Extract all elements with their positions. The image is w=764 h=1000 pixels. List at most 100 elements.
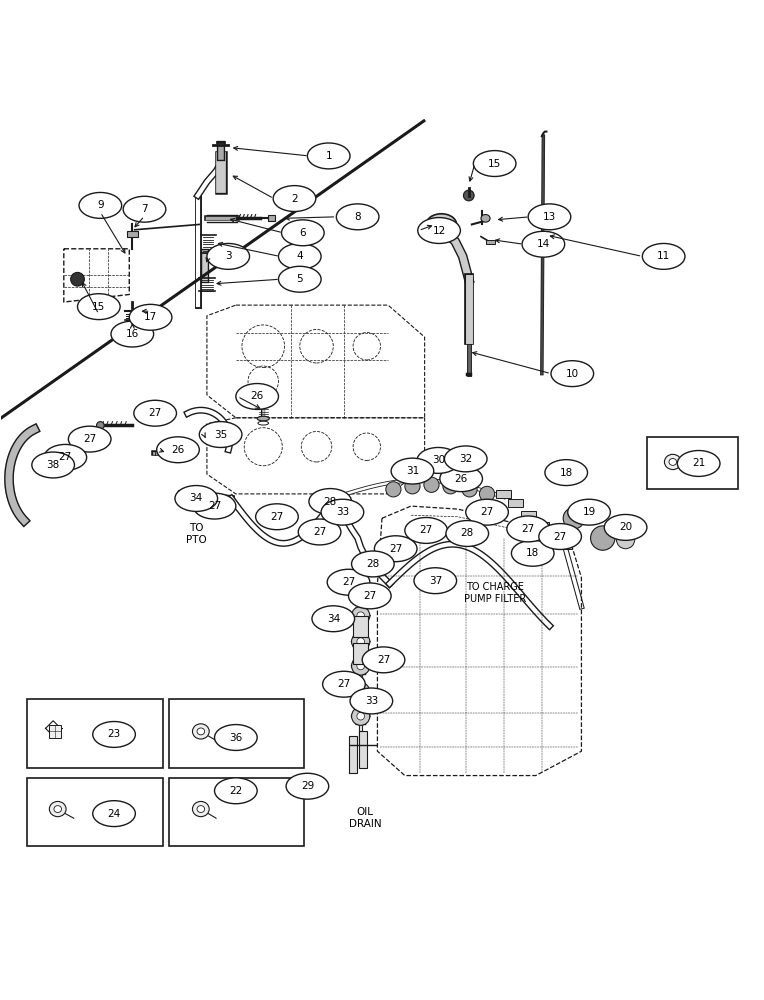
Ellipse shape (44, 444, 86, 470)
Text: 27: 27 (419, 525, 432, 535)
Bar (28, 699, 163, 768)
Text: 32: 32 (459, 454, 472, 464)
Bar (359, 731, 367, 768)
Ellipse shape (466, 499, 508, 525)
Circle shape (617, 530, 635, 549)
Ellipse shape (545, 460, 588, 486)
Ellipse shape (197, 806, 205, 812)
Text: 38: 38 (47, 460, 60, 470)
Text: 14: 14 (537, 239, 550, 249)
Ellipse shape (281, 220, 324, 246)
Text: 4: 4 (296, 251, 303, 261)
Text: 12: 12 (432, 226, 445, 236)
Text: 22: 22 (229, 786, 242, 796)
Ellipse shape (50, 801, 66, 817)
Text: 27: 27 (363, 591, 377, 601)
Ellipse shape (321, 499, 364, 525)
Ellipse shape (92, 722, 135, 747)
Text: 33: 33 (364, 696, 378, 706)
Ellipse shape (464, 190, 474, 201)
Bar (169, 778, 304, 846)
Text: 27: 27 (522, 524, 535, 534)
Text: 28: 28 (366, 559, 380, 569)
Bar (507, 499, 523, 507)
Circle shape (357, 612, 364, 620)
Text: 27: 27 (59, 452, 72, 462)
Ellipse shape (528, 204, 571, 230)
Text: 27: 27 (83, 434, 96, 444)
Ellipse shape (350, 688, 393, 714)
Bar (496, 490, 511, 498)
Bar (127, 231, 138, 237)
Ellipse shape (604, 514, 647, 540)
Text: 20: 20 (619, 522, 632, 532)
Ellipse shape (257, 416, 270, 421)
Ellipse shape (54, 806, 62, 812)
Text: 30: 30 (432, 455, 445, 465)
Circle shape (563, 508, 584, 529)
Ellipse shape (445, 446, 487, 472)
Circle shape (386, 482, 401, 497)
Ellipse shape (193, 724, 209, 739)
Circle shape (357, 588, 364, 595)
Circle shape (462, 482, 478, 497)
Bar (49, 725, 61, 738)
Text: TO
PTO: TO PTO (186, 523, 206, 545)
Text: 27: 27 (389, 544, 403, 554)
Ellipse shape (182, 492, 193, 499)
Bar (546, 533, 562, 540)
Ellipse shape (418, 218, 461, 243)
Ellipse shape (96, 422, 104, 429)
Bar (534, 522, 549, 530)
Ellipse shape (193, 801, 209, 817)
Text: 15: 15 (92, 302, 105, 312)
Ellipse shape (440, 466, 483, 492)
Ellipse shape (258, 421, 269, 425)
Text: 7: 7 (141, 204, 147, 214)
Text: 31: 31 (406, 466, 419, 476)
Text: 11: 11 (657, 251, 670, 261)
Circle shape (351, 707, 370, 725)
Text: 34: 34 (189, 493, 203, 503)
Ellipse shape (417, 447, 460, 473)
Circle shape (424, 477, 439, 492)
Ellipse shape (68, 426, 111, 452)
Ellipse shape (307, 143, 350, 169)
Text: 1: 1 (325, 151, 332, 161)
Text: 23: 23 (108, 729, 121, 739)
Text: 35: 35 (214, 430, 227, 440)
Ellipse shape (405, 518, 448, 543)
Circle shape (591, 526, 615, 550)
Text: 16: 16 (126, 329, 139, 339)
Text: 34: 34 (327, 614, 340, 624)
Bar (169, 699, 304, 768)
Text: 27: 27 (338, 679, 351, 689)
Ellipse shape (391, 458, 434, 484)
Ellipse shape (414, 568, 457, 594)
Ellipse shape (70, 272, 84, 286)
Ellipse shape (157, 437, 199, 463)
Text: 27: 27 (313, 527, 326, 537)
Ellipse shape (77, 294, 120, 320)
Ellipse shape (111, 321, 154, 347)
Ellipse shape (643, 243, 685, 269)
Bar (349, 736, 357, 773)
Ellipse shape (362, 647, 405, 673)
Text: 10: 10 (566, 369, 579, 379)
Ellipse shape (522, 231, 565, 257)
Text: 27: 27 (553, 532, 567, 542)
Ellipse shape (199, 422, 242, 447)
Ellipse shape (348, 583, 391, 609)
Ellipse shape (312, 606, 354, 632)
Text: 24: 24 (108, 809, 121, 819)
Ellipse shape (197, 728, 205, 735)
Ellipse shape (507, 516, 549, 542)
Circle shape (357, 712, 364, 720)
Ellipse shape (374, 536, 417, 562)
Circle shape (405, 479, 420, 494)
Circle shape (351, 657, 370, 675)
Ellipse shape (256, 504, 298, 530)
Text: 28: 28 (461, 528, 474, 538)
Circle shape (357, 638, 364, 645)
Ellipse shape (446, 521, 488, 546)
